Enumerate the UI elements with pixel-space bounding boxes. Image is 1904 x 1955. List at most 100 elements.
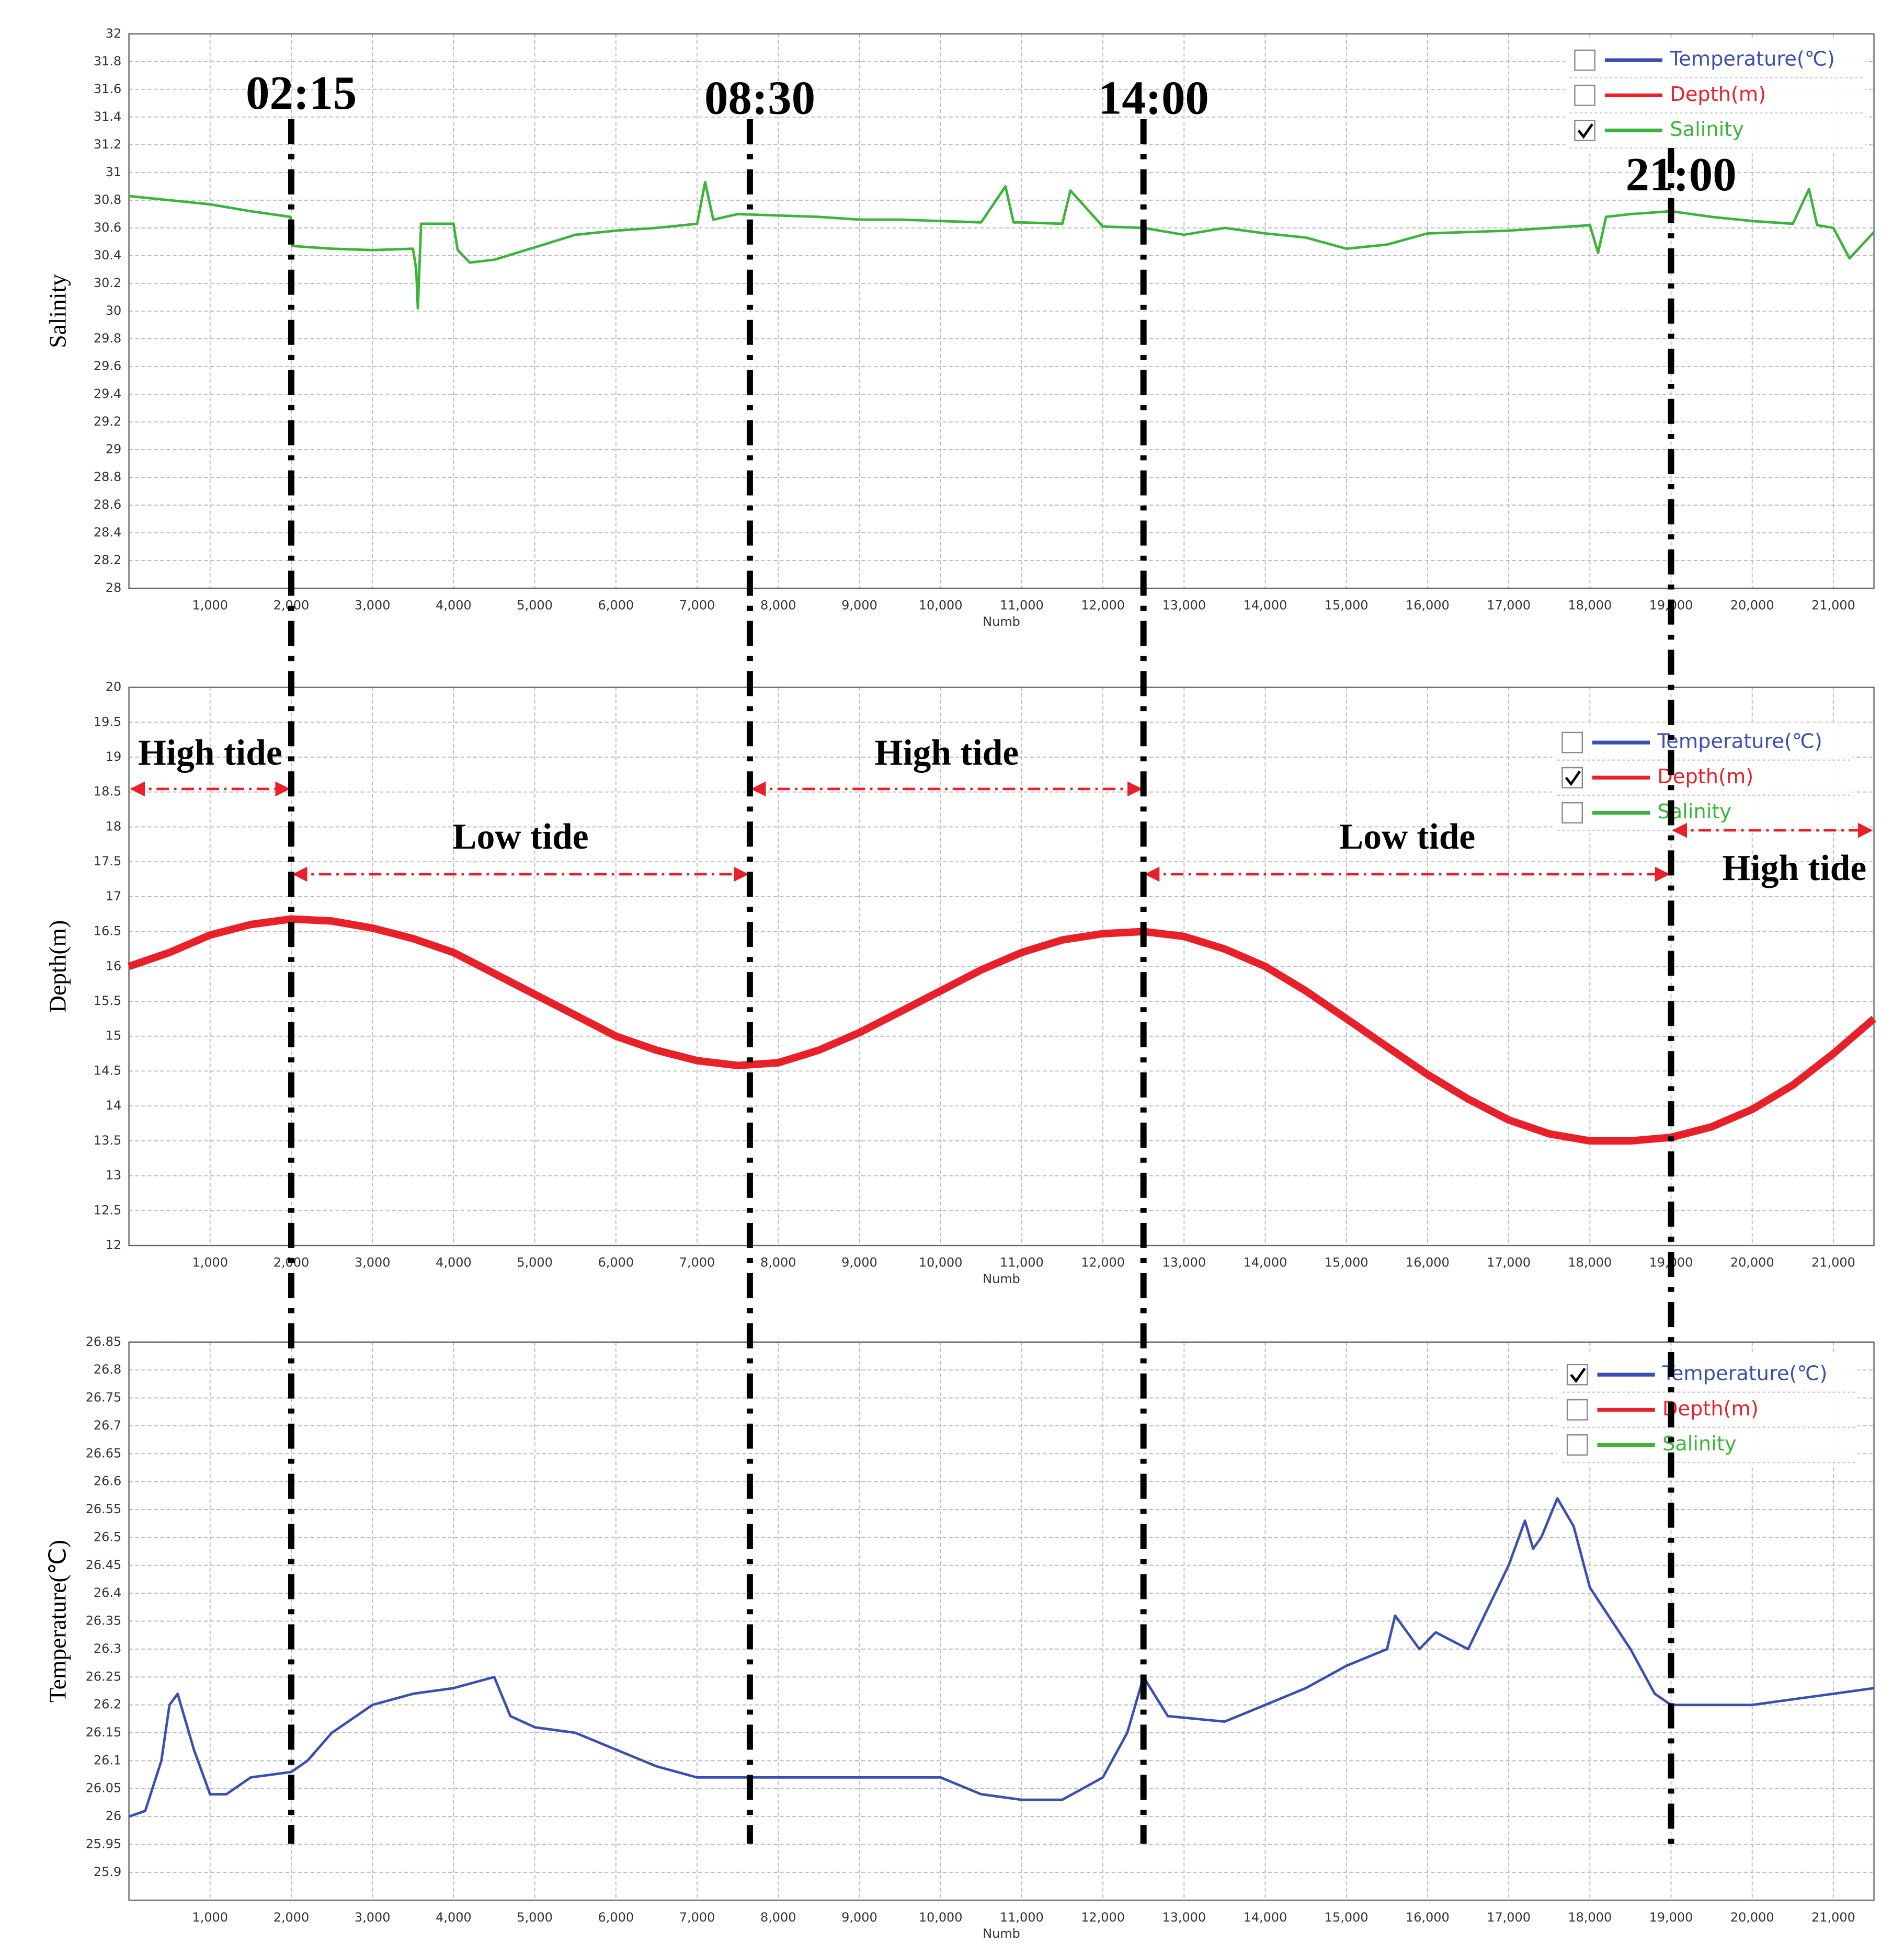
x-tick-label: 8,000 — [760, 598, 796, 613]
x-tick-label: 21,000 — [1811, 598, 1855, 613]
y-tick-label: 15 — [106, 1028, 121, 1043]
y-tick-label: 26.35 — [86, 1613, 122, 1628]
x-tick-label: 11,000 — [1000, 1255, 1044, 1270]
plot-frame — [128, 1341, 1875, 1901]
legend-checkbox — [1566, 1399, 1588, 1421]
x-tick-label: 21,000 — [1811, 1255, 1855, 1270]
time-label: 02:15 — [246, 66, 357, 119]
y-tick-label: 26.2 — [94, 1697, 121, 1712]
x-tick-label: 20,000 — [1730, 1910, 1774, 1925]
x-tick-label: 1,000 — [192, 1255, 229, 1270]
x-tick-label: 14,000 — [1244, 598, 1287, 613]
x-tick-label: 7,000 — [679, 1255, 715, 1270]
x-tick-label: 3,000 — [355, 1910, 391, 1925]
data-line — [128, 915, 1877, 1145]
legend-checkbox — [1561, 731, 1583, 753]
legend: Temperature(℃)Depth(m)Salinity — [1552, 722, 1853, 833]
y-tick-label: 26.65 — [86, 1446, 122, 1460]
legend-checkbox — [1574, 49, 1595, 71]
x-tick-label: 3,000 — [355, 1255, 391, 1270]
x-tick-label: 13,000 — [1162, 598, 1206, 613]
x-tick-label: 12,000 — [1081, 1255, 1125, 1270]
x-tick-label: 10,000 — [919, 1910, 963, 1925]
legend-label: Depth(m) — [1670, 83, 1766, 106]
y-tick-label: 29.6 — [94, 359, 121, 373]
y-axis-label: Depth(m) — [44, 920, 71, 1013]
x-tick-label: 6,000 — [598, 1255, 634, 1270]
x-tick-label: 20,000 — [1730, 598, 1774, 613]
y-tick-label: 30.2 — [94, 276, 121, 290]
tide-label: Low tide — [452, 817, 588, 857]
x-tick-label: 2,000 — [273, 1910, 310, 1925]
legend-label: Salinity — [1670, 118, 1744, 141]
y-tick-label: 26.15 — [86, 1725, 122, 1740]
y-tick-label: 26.45 — [86, 1558, 122, 1572]
y-tick-label: 30.8 — [94, 192, 121, 207]
y-tick-label: 31.4 — [94, 109, 121, 124]
y-tick-label: 14 — [106, 1098, 121, 1113]
y-axis-label: Temperature(℃) — [44, 1540, 71, 1702]
y-tick-label: 15.5 — [94, 993, 121, 1008]
x-tick-label: 17,000 — [1487, 598, 1531, 613]
y-tick-label: 26.4 — [94, 1585, 121, 1600]
x-tick-label: 12,000 — [1081, 1910, 1125, 1925]
legend-label: Salinity — [1662, 1432, 1737, 1456]
x-tick-label: 20,000 — [1730, 1255, 1774, 1270]
x-tick-label: 10,000 — [919, 598, 963, 613]
x-tick-label: 14,000 — [1244, 1255, 1287, 1270]
legend-label: Temperature(℃) — [1657, 730, 1822, 753]
x-tick-label: 5,000 — [517, 1255, 553, 1270]
x-tick-label: 8,000 — [760, 1255, 796, 1270]
x-tick-label: 6,000 — [598, 598, 634, 613]
x-tick-label: 5,000 — [517, 598, 553, 613]
x-tick-label: 14,000 — [1244, 1910, 1287, 1925]
legend-checkbox — [1561, 802, 1583, 824]
x-tick-label: 15,000 — [1325, 1910, 1369, 1925]
legend-check — [1565, 770, 1581, 786]
legend-checkbox — [1566, 1434, 1588, 1456]
legend-checkbox — [1561, 767, 1583, 788]
y-tick-label: 28.4 — [94, 525, 121, 540]
x-tick-label: 17,000 — [1487, 1255, 1531, 1270]
y-tick-label: 19 — [106, 749, 121, 764]
legend-label: Depth(m) — [1662, 1397, 1759, 1421]
y-tick-label: 29.2 — [94, 414, 121, 429]
legend-check — [1577, 123, 1593, 139]
y-tick-label: 25.95 — [86, 1836, 122, 1851]
y-tick-label: 31 — [106, 165, 121, 179]
y-tick-label: 13 — [106, 1168, 121, 1183]
x-tick-label: 4,000 — [436, 598, 472, 613]
x-tick-label: 11,000 — [1000, 1910, 1044, 1925]
y-tick-label: 26.05 — [86, 1781, 122, 1796]
y-tick-label: 26 — [106, 1809, 121, 1823]
y-tick-label: 17.5 — [94, 854, 121, 868]
data-line — [128, 1497, 1874, 1818]
y-tick-label: 26.75 — [86, 1390, 122, 1404]
y-tick-label: 29.8 — [94, 331, 121, 346]
y-tick-label: 26.25 — [86, 1669, 122, 1684]
x-axis-label: Numb — [983, 1926, 1020, 1941]
y-tick-label: 18.5 — [94, 784, 121, 799]
y-tick-label: 26.6 — [94, 1474, 121, 1489]
x-tick-label: 13,000 — [1162, 1910, 1206, 1925]
x-tick-label: 21,000 — [1811, 1910, 1855, 1925]
x-tick-label: 9,000 — [841, 1910, 877, 1925]
legend-checkbox — [1574, 120, 1595, 141]
x-tick-label: 13,000 — [1162, 1255, 1206, 1270]
time-label: 21:00 — [1626, 148, 1737, 201]
data-line — [129, 180, 1875, 310]
y-tick-label: 31.8 — [94, 54, 121, 68]
y-tick-label: 17 — [106, 889, 121, 904]
x-tick-label: 1,000 — [192, 598, 229, 613]
y-tick-label: 16.5 — [94, 924, 121, 939]
y-axis-label: Salinity — [44, 274, 71, 348]
y-tick-label: 30 — [106, 303, 121, 318]
x-tick-label: 18,000 — [1568, 1910, 1612, 1925]
legend-label: Temperature(℃) — [1662, 1362, 1827, 1386]
x-tick-label: 18,000 — [1568, 1255, 1612, 1270]
x-tick-label: 1,000 — [192, 1910, 229, 1925]
x-tick-label: 5,000 — [517, 1910, 553, 1925]
x-axis-label: Numb — [983, 614, 1020, 629]
x-tick-label: 17,000 — [1487, 1910, 1531, 1925]
